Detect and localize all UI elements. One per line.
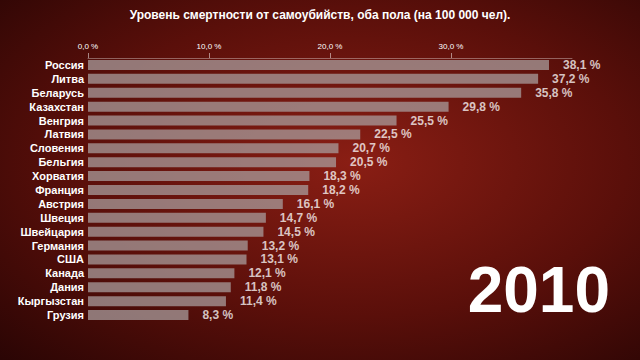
svg-text:14,7 %: 14,7 % — [280, 211, 318, 225]
svg-text:29,8 %: 29,8 % — [463, 100, 501, 114]
svg-text:Дания: Дания — [50, 281, 84, 293]
svg-text:Словения: Словения — [30, 142, 84, 154]
svg-text:20,7 %: 20,7 % — [352, 141, 390, 155]
svg-text:18,3 %: 18,3 % — [323, 169, 361, 183]
svg-text:Бельгия: Бельгия — [38, 156, 84, 168]
svg-text:Уровень смертности от самоубий: Уровень смертности от самоубийств, оба п… — [130, 8, 511, 22]
svg-text:Канада: Канада — [45, 267, 85, 279]
svg-text:37,2 %: 37,2 % — [552, 72, 590, 86]
svg-text:Франция: Франция — [35, 184, 84, 196]
svg-text:Беларусь: Беларусь — [32, 87, 85, 99]
svg-text:Казахстан: Казахстан — [29, 101, 84, 113]
svg-text:Австрия: Австрия — [38, 198, 84, 210]
svg-text:16,1 %: 16,1 % — [297, 197, 335, 211]
svg-text:Грузия: Грузия — [47, 309, 84, 321]
svg-text:Хорватия: Хорватия — [32, 170, 84, 182]
svg-text:2010: 2010 — [468, 254, 610, 326]
svg-text:Швеция: Швеция — [40, 212, 84, 224]
svg-text:35,8 %: 35,8 % — [535, 86, 573, 100]
svg-text:11,8 %: 11,8 % — [245, 280, 282, 294]
svg-text:18,2 %: 18,2 % — [322, 183, 360, 197]
svg-text:0,0 %: 0,0 % — [78, 42, 98, 51]
svg-text:Венгрия: Венгрия — [39, 115, 84, 127]
svg-text:Швейцария: Швейцария — [21, 226, 84, 238]
svg-text:12,1 %: 12,1 % — [248, 266, 286, 280]
svg-text:Россия: Россия — [45, 59, 84, 71]
svg-text:10,0 %: 10,0 % — [197, 42, 222, 51]
svg-text:20,0 %: 20,0 % — [318, 42, 343, 51]
svg-text:США: США — [57, 253, 84, 265]
svg-text:14,5 %: 14,5 % — [277, 225, 315, 239]
svg-text:20,5 %: 20,5 % — [350, 155, 388, 169]
svg-text:8,3 %: 8,3 % — [202, 308, 233, 322]
svg-text:Литва: Литва — [51, 73, 84, 85]
svg-text:13,1 %: 13,1 % — [261, 252, 299, 266]
svg-text:13,2 %: 13,2 % — [262, 239, 300, 253]
svg-text:30,0 %: 30,0 % — [439, 42, 464, 51]
svg-text:Германия: Германия — [32, 240, 84, 252]
svg-text:11,4 %: 11,4 % — [240, 294, 277, 308]
svg-text:25,5 %: 25,5 % — [411, 114, 449, 128]
svg-text:22,5 %: 22,5 % — [374, 127, 412, 141]
svg-text:38,1 %: 38,1 % — [563, 58, 601, 72]
svg-text:Латвия: Латвия — [45, 128, 84, 140]
svg-text:Кыргызстан: Кыргызстан — [18, 295, 84, 307]
